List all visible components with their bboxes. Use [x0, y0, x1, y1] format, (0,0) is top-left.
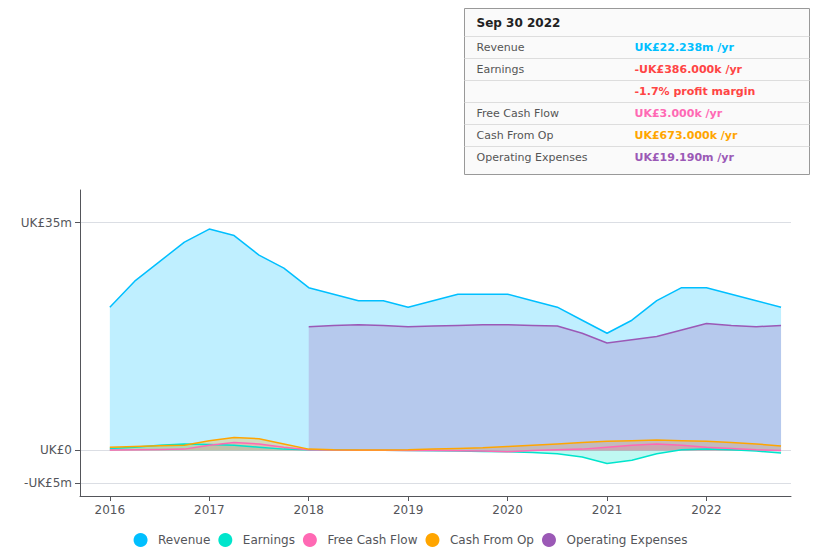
svg-text:UK£35m: UK£35m: [21, 216, 72, 230]
svg-text:Earnings: Earnings: [477, 63, 525, 76]
svg-text:UK£22.238m /yr: UK£22.238m /yr: [635, 41, 735, 54]
svg-text:2019: 2019: [393, 503, 424, 517]
svg-text:-UK£386.000k /yr: -UK£386.000k /yr: [635, 63, 743, 76]
svg-text:2020: 2020: [492, 503, 523, 517]
svg-text:2022: 2022: [691, 503, 722, 517]
svg-text:Revenue: Revenue: [158, 533, 210, 547]
svg-text:UK£0: UK£0: [40, 443, 72, 457]
svg-text:Cash From Op: Cash From Op: [450, 533, 534, 547]
svg-text:-1.7% profit margin: -1.7% profit margin: [635, 85, 756, 98]
svg-text:UK£3.000k /yr: UK£3.000k /yr: [635, 107, 723, 120]
svg-text:Operating Expenses: Operating Expenses: [566, 533, 687, 547]
svg-text:2021: 2021: [592, 503, 623, 517]
svg-text:UK£19.190m /yr: UK£19.190m /yr: [635, 151, 735, 164]
svg-text:Operating Expenses: Operating Expenses: [477, 151, 588, 164]
svg-text:Free Cash Flow: Free Cash Flow: [477, 107, 560, 120]
svg-text:Free Cash Flow: Free Cash Flow: [327, 533, 417, 547]
svg-text:Revenue: Revenue: [477, 41, 525, 54]
svg-text:Earnings: Earnings: [243, 533, 295, 547]
svg-text:Cash From Op: Cash From Op: [477, 129, 554, 142]
svg-text:2018: 2018: [293, 503, 324, 517]
svg-text:Sep 30 2022: Sep 30 2022: [477, 16, 561, 30]
svg-text:2016: 2016: [95, 503, 126, 517]
svg-text:-UK£5m: -UK£5m: [24, 476, 72, 490]
svg-text:2017: 2017: [194, 503, 225, 517]
svg-text:UK£673.000k /yr: UK£673.000k /yr: [635, 129, 739, 142]
